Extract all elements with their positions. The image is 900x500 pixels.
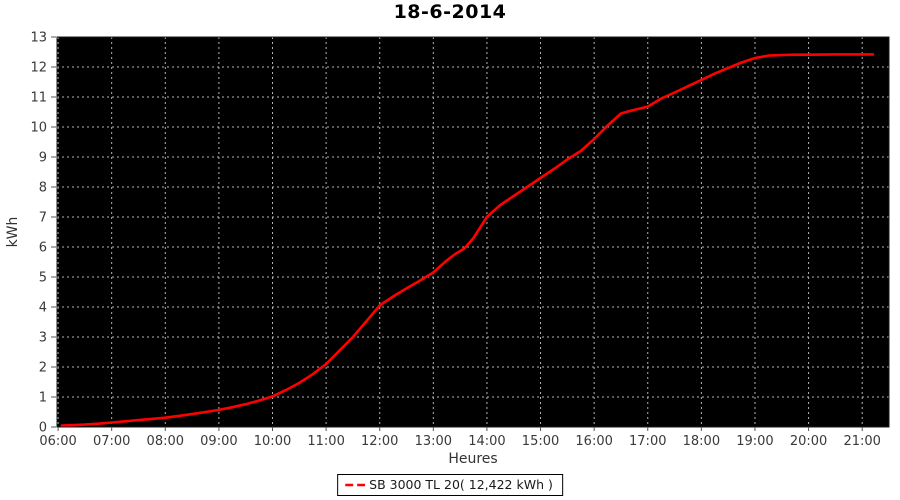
x-tick-label: 13:00: [415, 434, 452, 449]
y-tick-label: 12: [30, 61, 47, 76]
x-tick-labels: 06:00 07:00 08:00 09:00 10:00 11:00 12:00 13:00…: [39, 434, 881, 449]
x-tick-label: 06:00: [39, 434, 76, 449]
y-tick-label: 6: [39, 241, 47, 256]
axis-tick-marks: [51, 36, 863, 431]
x-tick-label: 15:00: [522, 434, 559, 449]
series-line-group: [60, 53, 875, 427]
y-tick-label: 7: [39, 211, 47, 226]
y-tick-label: 4: [39, 301, 47, 316]
x-tick-label: 14:00: [468, 434, 505, 449]
plot-area: [57, 37, 889, 427]
y-tick-label: 3: [39, 331, 47, 346]
line-chart: 06:00 07:00 08:00 09:00 10:00 11:00 12:00 13:00…: [5, 31, 890, 467]
x-tick-label: 12:00: [361, 434, 398, 449]
x-tick-label: 20:00: [790, 434, 827, 449]
y-tick-label: 13: [30, 31, 47, 46]
y-tick-label: 11: [30, 91, 47, 106]
x-tick-label: 17:00: [629, 434, 666, 449]
y-tick-label: 2: [39, 361, 47, 376]
x-tick-label: 11:00: [307, 434, 344, 449]
x-tick-label: 09:00: [200, 434, 237, 449]
x-tick-label: 18:00: [683, 434, 720, 449]
legend: SB 3000 TL 20( 12,422 kWh ): [337, 474, 563, 496]
x-axis-label: Heures: [448, 451, 497, 467]
x-tick-label: 10:00: [254, 434, 291, 449]
x-tick-label: 19:00: [736, 434, 773, 449]
y-tick-label: 5: [39, 271, 47, 286]
x-tick-label: 08:00: [147, 434, 184, 449]
series-line-sb3000: [60, 53, 875, 427]
y-tick-label: 0: [39, 421, 47, 436]
y-axis-label: kWh: [5, 217, 21, 248]
plot-frame: [56, 36, 890, 428]
legend-line-marker: [345, 483, 366, 486]
x-tick-label: 07:00: [93, 434, 130, 449]
y-tick-label: 1: [39, 391, 47, 406]
x-tick-label: 21:00: [843, 434, 880, 449]
y-tick-label: 10: [30, 121, 47, 136]
y-tick-label: 8: [39, 181, 47, 196]
y-tick-label: 9: [39, 151, 47, 166]
legend-label: SB 3000 TL 20( 12,422 kWh ): [369, 477, 553, 492]
chart-title: 18-6-2014: [393, 1, 507, 23]
x-tick-label: 16:00: [575, 434, 612, 449]
